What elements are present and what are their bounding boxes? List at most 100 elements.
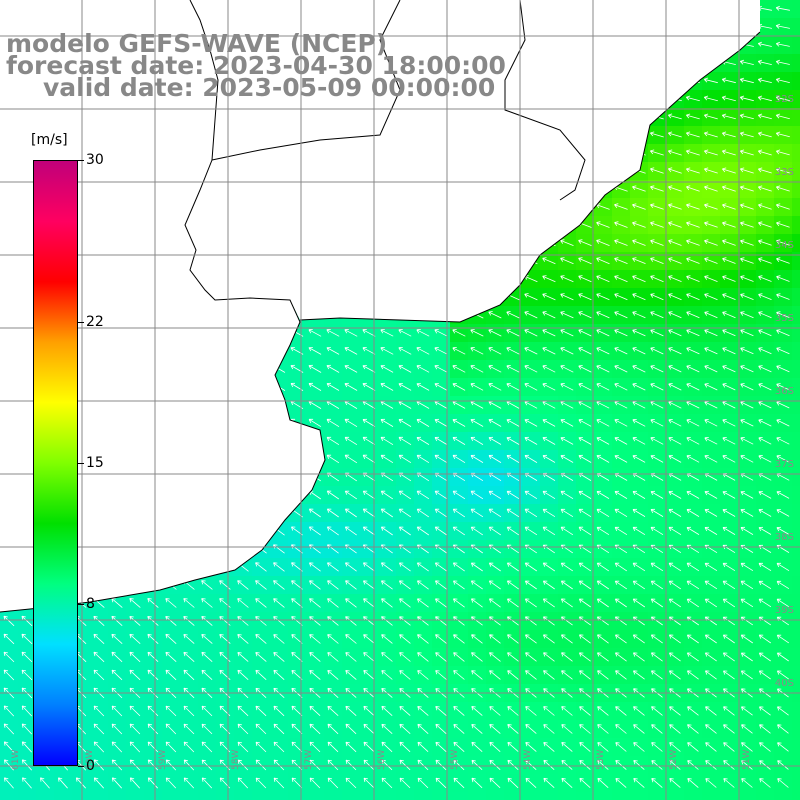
wind-arrow xyxy=(668,562,682,572)
wind-arrow xyxy=(721,77,736,84)
wind-arrow xyxy=(561,777,573,788)
wind-arrow xyxy=(669,724,681,734)
wind-arrow xyxy=(687,760,699,770)
wind-cell xyxy=(72,792,91,800)
wind-arrow xyxy=(453,670,465,680)
wind-arrow xyxy=(740,239,754,246)
wind-cell xyxy=(792,360,800,379)
wind-arrow xyxy=(596,293,610,301)
wind-arrow xyxy=(739,185,754,192)
wind-arrow xyxy=(308,382,322,391)
wind-arrow xyxy=(345,598,357,608)
wind-arrow xyxy=(435,598,447,608)
wind-arrow xyxy=(560,275,574,283)
wind-arrow xyxy=(435,706,447,716)
wind-arrow xyxy=(363,580,375,590)
wind-arrow xyxy=(651,778,663,788)
wind-arrow xyxy=(542,454,556,463)
wind-arrow xyxy=(542,293,556,301)
wind-cell xyxy=(396,792,415,800)
wind-cell xyxy=(792,612,800,631)
wind-arrow xyxy=(668,437,682,445)
wind-arrow xyxy=(111,777,122,789)
wind-arrow xyxy=(489,652,501,662)
wind-arrow xyxy=(219,580,231,590)
wind-arrow xyxy=(488,365,502,373)
wind-arrow xyxy=(506,490,520,500)
wind-arrow xyxy=(398,526,411,536)
wind-arrow xyxy=(470,383,484,391)
wind-arrow xyxy=(488,580,501,590)
wind-arrow xyxy=(723,724,735,734)
wind-arrow xyxy=(633,778,645,788)
wind-arrow xyxy=(201,669,213,680)
wind-arrow xyxy=(704,329,718,337)
wind-arrow xyxy=(381,562,393,572)
wind-arrow xyxy=(381,723,393,734)
wind-arrow xyxy=(776,257,790,264)
wind-arrow xyxy=(327,580,339,590)
wind-arrow xyxy=(722,383,736,391)
wind-arrow xyxy=(201,741,213,753)
wind-arrow xyxy=(578,347,592,355)
wind-arrow xyxy=(507,706,519,716)
wind-arrow xyxy=(506,365,520,373)
wind-arrow xyxy=(704,437,718,445)
wind-arrow xyxy=(703,95,718,102)
wind-arrow xyxy=(255,580,267,590)
wind-cell xyxy=(18,792,37,800)
wind-arrow xyxy=(615,706,627,716)
wind-arrow xyxy=(632,185,646,192)
wind-arrow xyxy=(327,598,339,608)
wind-arrow xyxy=(435,723,447,734)
wind-arrow xyxy=(489,741,501,752)
wind-arrow xyxy=(560,437,574,445)
wind-arrow xyxy=(524,526,538,536)
wind-arrow xyxy=(93,669,105,681)
wind-arrow xyxy=(309,670,321,680)
wind-cell xyxy=(324,792,343,800)
graticule-labels: 32S 33S 34S 35S 36S 37S 38S 39S 40S 61W 60W 59W 58W 5… xyxy=(11,94,794,770)
wind-arrow xyxy=(362,365,376,373)
wind-cell xyxy=(792,90,800,109)
coastline xyxy=(0,0,761,613)
wind-arrow xyxy=(597,724,609,734)
wind-cell xyxy=(792,54,800,73)
wind-arrow xyxy=(757,59,772,65)
wind-arrow xyxy=(489,598,501,608)
wind-arrow xyxy=(703,167,718,174)
wind-arrow xyxy=(759,778,771,788)
wind-arrow xyxy=(740,580,754,590)
wind-arrow xyxy=(758,455,772,463)
wind-arrow xyxy=(452,418,466,427)
wind-cell xyxy=(738,792,757,800)
wind-cell xyxy=(180,792,199,800)
wind-cell xyxy=(378,792,397,800)
wind-arrow xyxy=(380,436,394,446)
wind-arrow xyxy=(686,598,700,608)
wind-arrow xyxy=(668,455,682,463)
wind-arrow xyxy=(417,670,429,680)
wind-arrow xyxy=(237,723,249,735)
latitude-label: 36S xyxy=(775,386,794,397)
wind-arrow xyxy=(524,365,538,373)
wind-arrow xyxy=(273,705,285,717)
wind-arrow xyxy=(739,113,754,120)
wind-arrow xyxy=(4,777,14,789)
wind-arrow xyxy=(399,670,411,680)
wind-arrow xyxy=(704,490,718,499)
wind-cell xyxy=(666,792,685,800)
wind-arrow xyxy=(398,436,412,446)
wind-arrow xyxy=(668,203,682,210)
wind-arrow xyxy=(21,669,33,681)
wind-arrow xyxy=(615,670,627,680)
wind-arrow xyxy=(722,437,736,445)
wind-arrow xyxy=(255,777,267,789)
wind-arrow xyxy=(722,401,736,409)
wind-arrow xyxy=(507,724,519,734)
wind-arrow xyxy=(93,651,105,663)
wind-arrow xyxy=(596,437,610,445)
wind-cell xyxy=(792,144,800,163)
wind-arrow xyxy=(615,778,627,788)
